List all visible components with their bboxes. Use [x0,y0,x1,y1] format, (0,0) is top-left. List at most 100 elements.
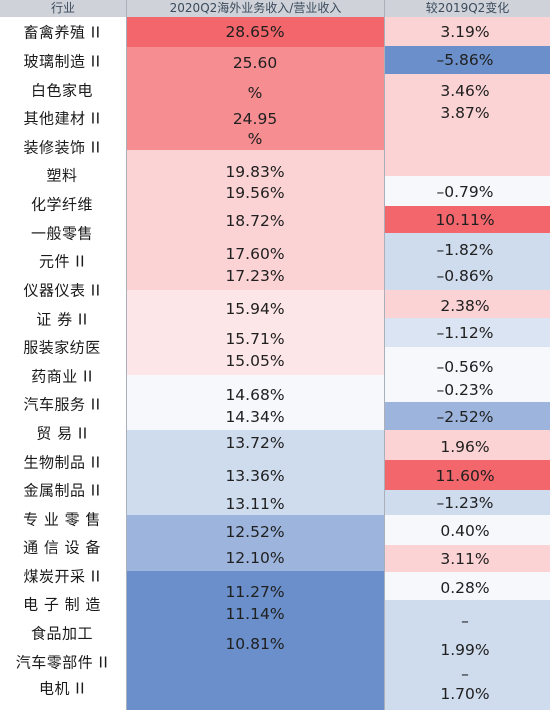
industry-label: 电 子 制 造 [23,595,101,614]
change-value: –5.86% [436,51,494,69]
change-value: –0.79% [436,183,494,201]
change-value: –0.86% [436,267,494,285]
revenue-cell [127,47,384,150]
industry-label: 贸 易 II [36,424,88,443]
industry-label: 食品加工 [30,624,94,643]
revenue-cell [127,430,384,460]
change-value: –1.12% [436,324,494,342]
header-revenue-share: 2020Q2海外业务收入/营业收入 [127,0,384,18]
revenue-cell [127,290,384,375]
industry-label: 专 业 零 售 [23,510,101,529]
industry-label: 仪器仪表 II [23,281,101,300]
industry-label: 服装家纺医 [23,338,101,357]
revenue-value: 14.68% [225,386,285,404]
industry-label: 化学纤维 [30,195,94,214]
industry-label: 玻璃制造 II [23,52,101,71]
change-value: –1.23% [436,494,494,512]
revenue-value: 19.56% [225,184,285,202]
revenue-value: 15.71% [225,330,285,348]
revenue-value: 15.94% [225,300,285,318]
change-value: – [461,612,469,630]
change-value: 1.70% [440,685,490,703]
header-industry: 行业 [0,0,126,18]
change-cell [385,262,550,290]
revenue-value: 17.23% [225,267,285,285]
change-value: 11.60% [435,467,495,485]
revenue-cell [127,150,384,206]
revenue-value: 11.14% [225,605,285,623]
revenue-value: 13.72% [225,434,285,452]
revenue-cell [127,571,384,625]
revenue-value: 28.65% [225,23,285,41]
revenue-value: % [247,84,263,102]
change-cell [385,515,550,545]
revenue-value: 12.10% [225,549,285,567]
industry-label: 证 券 II [36,310,88,329]
revenue-value: 11.27% [225,583,285,601]
revenue-value: 17.60% [225,245,285,263]
revenue-value: 18.72% [225,212,285,230]
change-cell [385,17,550,46]
change-value: 10.11% [435,211,495,229]
industry-label: 通 信 设 备 [23,538,101,557]
change-cell [385,318,550,347]
change-cell [385,545,550,572]
change-cell [385,460,550,490]
change-cell [385,402,550,430]
column-divider [126,0,127,710]
industry-label: 一般零售 [30,224,94,243]
change-value: 3.87% [440,104,490,122]
industry-label: 塑料 [46,166,78,185]
change-cell [385,572,550,600]
change-value: –2.52% [436,408,494,426]
industry-label: 煤炭开采 II [23,567,101,586]
change-cell [385,176,550,206]
industry-label: 装修装饰 II [23,138,101,157]
revenue-value: 24.95 [232,110,278,128]
industry-label: 其他建材 II [23,109,101,128]
industry-label: 白色家电 [30,81,94,100]
revenue-value: 14.34% [225,408,285,426]
revenue-cell [127,625,384,710]
revenue-cell [127,17,384,47]
revenue-value: 19.83% [225,163,285,181]
change-value: 3.46% [440,82,490,100]
change-value: –0.23% [436,381,494,399]
industry-label: 药商业 II [31,367,93,386]
change-cell [385,74,550,176]
revenue-cell [127,460,384,515]
industry-label: 生物制品 II [23,453,101,472]
revenue-value: 13.11% [225,495,285,513]
change-value: 1.99% [440,641,490,659]
column-divider [384,0,385,710]
change-cell [385,430,550,460]
revenue-value: 15.05% [225,352,285,370]
change-value: 0.28% [440,579,490,597]
change-value: – [461,665,469,683]
change-value: –0.56% [436,358,494,376]
revenue-cell [127,206,384,233]
change-value: 1.96% [440,438,490,456]
change-value: 0.40% [440,522,490,540]
change-cell [385,46,550,74]
industry-label: 畜禽养殖 II [23,23,101,42]
change-value: –1.82% [436,241,494,259]
change-cell [385,376,550,402]
industry-label: 电机 II [38,679,86,698]
industry-label: 汽车零部件 II [15,653,109,672]
industry-label: 金属制品 II [23,481,101,500]
change-value: 3.19% [440,23,490,41]
industry-label: 汽车服务 II [23,395,101,414]
change-cell [385,233,550,262]
revenue-cell [127,233,384,290]
revenue-value: 25.60 [232,54,278,72]
change-value: 3.11% [440,550,490,568]
change-cell [385,347,550,376]
change-cell [385,206,550,233]
revenue-value: % [247,130,263,148]
revenue-cell [127,515,384,571]
change-cell [385,600,550,710]
revenue-value: 12.52% [225,523,285,541]
revenue-value: 13.36% [225,467,285,485]
header-change: 较2019Q2变化 [385,0,550,18]
